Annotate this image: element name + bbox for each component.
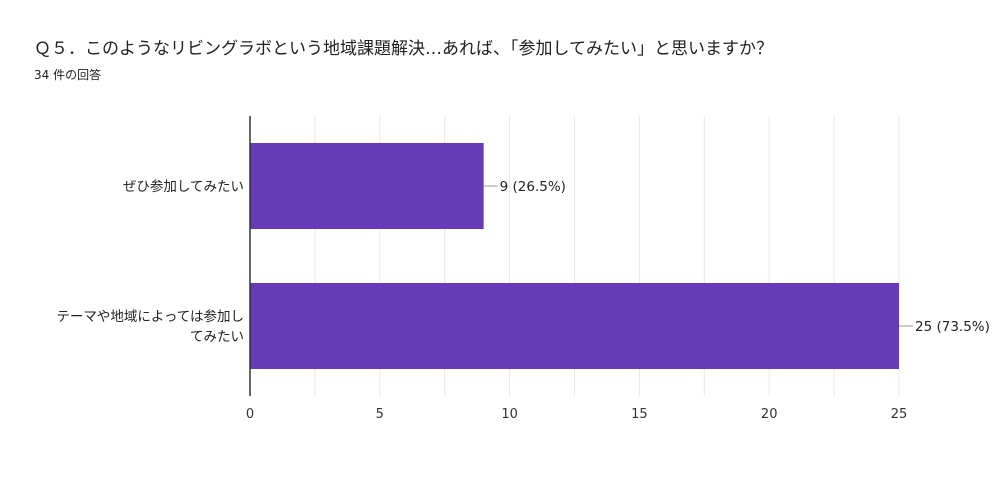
category-label: てみたい [190, 329, 244, 345]
x-tick-label: 10 [501, 407, 518, 422]
x-tick-label: 20 [761, 407, 778, 422]
response-count: 34 件の回答 [34, 68, 102, 82]
data-label: 9 (26.5%) [500, 179, 566, 195]
bar [250, 143, 484, 229]
labels: 9 (26.5%) ぜひ参加してみたい 25 (73.5%) テーマや地域によっては参… [56, 178, 990, 422]
data-label: 25 (73.5%) [915, 319, 990, 335]
bar [250, 283, 899, 369]
bars [250, 143, 899, 369]
category-label: テーマや地域によっては参加し [56, 308, 244, 325]
x-tick-label: 15 [631, 407, 648, 422]
chart-title: Ｑ５．このようなリビングラボという地域課題解決…あれば、「参加してみたい」と思い… [34, 39, 773, 59]
category-label: ぜひ参加してみたい [123, 178, 244, 195]
x-tick-label: 5 [376, 407, 384, 422]
x-tick-label: 25 [891, 407, 908, 422]
x-tick-label: 0 [246, 407, 254, 422]
